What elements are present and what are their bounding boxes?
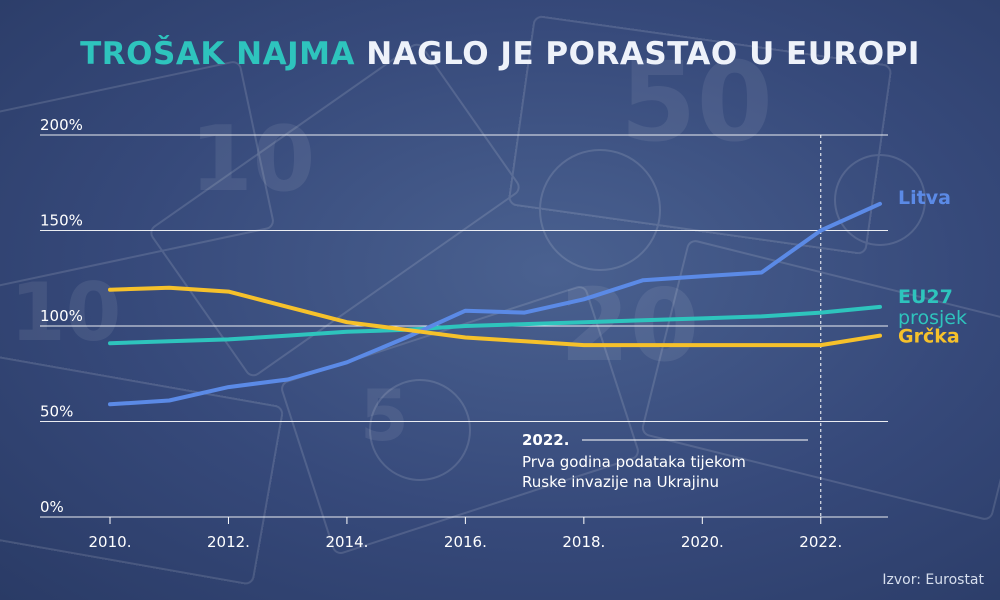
y-tick-label: 50% <box>40 403 73 421</box>
series-label: prosjek <box>898 307 967 329</box>
x-tick-label: 2012. <box>207 533 250 551</box>
source-note: Izvor: Eurostat <box>882 572 984 588</box>
annotation-year: 2022. <box>522 431 569 449</box>
series-line <box>108 304 882 346</box>
y-tick-label: 100% <box>40 307 83 325</box>
series-line <box>108 285 882 348</box>
series-label: EU27 <box>898 286 953 308</box>
series-label: Litva <box>898 187 951 209</box>
x-axis: 2010. 2012. 2014. 2016. 2018. 2020. 2022. <box>89 517 842 551</box>
y-axis: 0% 50% 100% 150% 200% <box>40 116 83 516</box>
svg-text:10: 10 <box>190 107 315 212</box>
y-tick-label: 150% <box>40 212 83 230</box>
series-label: Grčka <box>898 326 960 348</box>
chart-title: TROŠAK NAJMA NAGLO JE PORASTAO U EUROPI <box>0 36 1000 72</box>
title-highlight: TROŠAK NAJMA <box>80 36 355 72</box>
svg-text:10: 10 <box>10 266 121 359</box>
series-line <box>108 201 882 407</box>
svg-text:5: 5 <box>360 375 409 457</box>
title-rest: NAGLO JE PORASTAO U EUROPI <box>366 36 920 72</box>
svg-text:50: 50 <box>620 38 773 166</box>
y-tick-label: 200% <box>40 116 83 134</box>
x-tick-label: 2016. <box>444 533 487 551</box>
annotation-line1: Prva godina podataka tijekom <box>522 453 746 471</box>
x-tick-label: 2014. <box>325 533 368 551</box>
y-tick-label: 0% <box>40 498 64 516</box>
annotation-line2: Ruske invazije na Ukrajinu <box>522 473 719 491</box>
series-lines <box>108 201 882 407</box>
x-tick-label: 2018. <box>562 533 605 551</box>
x-tick-label: 2010. <box>89 533 132 551</box>
x-tick-label: 2020. <box>681 533 724 551</box>
annotation-2022: 2022. Prva godina podataka tijekom Ruske… <box>522 431 808 491</box>
x-tick-label: 2022. <box>799 533 842 551</box>
